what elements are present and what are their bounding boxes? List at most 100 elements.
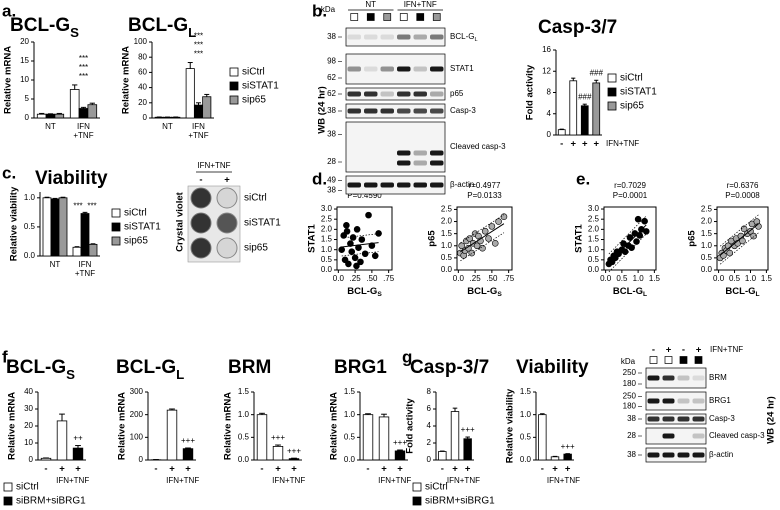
x-tick-label: + — [565, 464, 571, 475]
error-bar — [185, 447, 191, 449]
point — [375, 230, 382, 237]
y-tick-label: 100 — [130, 432, 144, 441]
error-bar — [90, 243, 96, 245]
y-tick-label: 4 — [547, 109, 552, 118]
point — [633, 238, 640, 245]
blot-band — [397, 66, 411, 72]
blot-band — [413, 182, 427, 188]
lane-key — [679, 356, 688, 364]
y-axis-label: Relative mRNA — [117, 392, 128, 460]
kda-marker: 49 — [327, 176, 336, 185]
y-axis-label: Relative mRNA — [329, 392, 340, 460]
y-tick-label: 0 — [143, 113, 148, 122]
error-bar — [397, 449, 403, 451]
blot-band — [430, 91, 444, 97]
y-tick-label: 40 — [24, 387, 33, 396]
annotation: +++ — [461, 425, 475, 434]
y-tick-label: 0.5 — [701, 253, 713, 262]
fit-band — [460, 232, 505, 262]
chart-title-main: Casp-3/7 — [410, 357, 489, 378]
legend-label: sip65 — [620, 101, 644, 112]
error-bar — [75, 445, 81, 449]
x-tick-label: NT — [50, 260, 61, 269]
point — [479, 244, 486, 252]
band-label-main: β-actin — [709, 450, 733, 459]
x-tick-label: - — [560, 139, 563, 150]
annotation: ++ — [73, 434, 83, 443]
annotation: +++ — [287, 446, 301, 455]
cv-treatment: IFN+TNF — [197, 161, 230, 170]
x-axis-label-main: BCL-G — [725, 286, 755, 297]
bar — [72, 447, 84, 461]
band-label: BCL-GL — [450, 32, 478, 43]
bar — [592, 82, 601, 136]
x-tick-label: 1.0 — [633, 274, 645, 283]
lane-sign: - — [652, 345, 655, 356]
fit-line — [341, 242, 379, 248]
y-tick-label: 2.5 — [701, 205, 713, 214]
bar — [88, 243, 98, 257]
kda-marker: 180 — [623, 379, 637, 388]
blot-band — [662, 416, 675, 422]
lane-group: IFN+TNF — [404, 0, 437, 9]
x-tick-label: + — [169, 464, 175, 475]
legend-label: siSTAT1 — [620, 87, 657, 98]
x-tick-label: NT — [162, 122, 173, 131]
kda-label: kDa — [321, 5, 336, 14]
point — [628, 244, 635, 251]
annotation: +++ — [393, 438, 407, 447]
legend-swatch — [111, 236, 121, 246]
point — [485, 235, 492, 242]
band-label: Casp-3 — [709, 414, 735, 423]
y-tick-label: 0 — [139, 455, 144, 464]
x-tick-label: + — [465, 464, 471, 475]
band-label-main: BCL-G — [450, 32, 474, 41]
y-tick-label: 3.0 — [588, 204, 600, 213]
kda-marker: 38 — [627, 414, 636, 423]
blot-band — [397, 91, 411, 97]
x-axis-label-sub: L — [643, 291, 647, 298]
y-tick-label: 0.5 — [588, 255, 600, 264]
point — [621, 248, 629, 256]
y-tick-label: 1.0 — [588, 245, 600, 254]
cv-sign: + — [224, 175, 230, 186]
bar — [54, 113, 65, 119]
point — [726, 249, 734, 257]
blot-band — [364, 66, 378, 72]
y-tick-label: 8 — [547, 88, 552, 97]
blot-frame — [645, 447, 707, 463]
y-tick-label: 80 — [138, 52, 147, 61]
x-tick-label-line: +TNF — [73, 131, 93, 140]
x-tick-label: 0.5 — [729, 274, 741, 283]
annotation: +++ — [181, 436, 195, 445]
blot-band — [413, 108, 427, 114]
legend-swatch — [111, 208, 121, 218]
blot-band — [430, 66, 444, 72]
error-bar — [559, 128, 564, 130]
kda-marker: 62 — [327, 73, 336, 82]
y-tick-label: 0.0 — [24, 251, 36, 260]
y-tick-label: 1.0 — [441, 241, 453, 250]
bar — [569, 80, 578, 136]
cv-well — [190, 187, 212, 209]
point — [739, 237, 746, 245]
x-axis-label: IFN+TNF — [272, 476, 305, 485]
point — [338, 246, 345, 253]
y-tick-label: 1.5 — [520, 387, 532, 396]
annotation: *** — [194, 32, 203, 41]
y-tick-label: 6 — [427, 404, 432, 413]
x-tick-label: + — [452, 464, 458, 475]
x-tick-label: + — [75, 464, 81, 475]
chart-title: BCL-GL — [116, 357, 184, 382]
wb-label: WB (24 hr) — [317, 86, 328, 134]
point — [641, 217, 648, 225]
bar — [580, 105, 589, 136]
bar — [557, 129, 566, 136]
y-tick-label: 2.0 — [701, 217, 713, 226]
chart-title-main: BCL-G — [6, 357, 66, 378]
legend-swatch — [229, 81, 239, 91]
panel-label: c. — [2, 163, 16, 182]
blot-band — [662, 398, 675, 404]
y-axis-label: p65 — [687, 230, 698, 247]
